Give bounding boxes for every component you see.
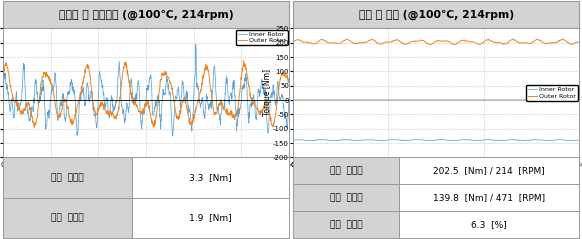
Text: 3.3  [Nm]: 3.3 [Nm]: [189, 173, 232, 182]
Inner Rotor: [570, 139, 577, 142]
Outer Rotor: [445, 40, 452, 43]
Bar: [132, 157, 289, 198]
Outer Rotor: [570, 42, 577, 45]
Text: 202.5  [Nm] / 214  [RPM]: 202.5 [Nm] / 214 [RPM]: [433, 166, 545, 175]
Inner Rotor: [576, 138, 582, 141]
Outer Rotor: [428, 43, 435, 46]
Bar: [3, 198, 132, 238]
Inner Rotor: [192, 43, 199, 46]
Outer Rotor: [240, 60, 247, 62]
Line: Inner Rotor: Inner Rotor: [3, 44, 289, 136]
Text: 1.9  [Nm]: 1.9 [Nm]: [189, 213, 232, 222]
Text: 외측  회전자: 외측 회전자: [51, 173, 84, 182]
Text: 토크  리플율: 토크 리플율: [330, 220, 363, 229]
Outer Rotor: [31, 126, 38, 129]
Text: 내측  회전자: 내측 회전자: [51, 213, 84, 222]
Legend: Inner Rotor, Outer Rotor: Inner Rotor, Outer Rotor: [236, 30, 288, 45]
Bar: [399, 184, 579, 211]
Outer Rotor: [223, 112, 230, 114]
X-axis label: Rotation angle[DegE]: Rotation angle[DegE]: [389, 169, 483, 178]
Inner Rotor: [0, 98, 6, 100]
Inner Rotor: [426, 139, 433, 142]
Text: 무부하 시 코깅토크 (@100℃, 214rpm): 무부하 시 코깅토크 (@100℃, 214rpm): [59, 10, 233, 20]
Line: Inner Rotor: Inner Rotor: [293, 139, 579, 141]
Bar: [399, 157, 579, 184]
Text: 139.8  [Nm] / 471  [RPM]: 139.8 [Nm] / 471 [RPM]: [433, 193, 545, 202]
Text: 부하 시 토크 (@100℃, 214rpm): 부하 시 토크 (@100℃, 214rpm): [359, 10, 514, 20]
Inner Rotor: [29, 105, 36, 108]
Inner Rotor: [445, 139, 452, 141]
Y-axis label: Torque [Nm]: Torque [Nm]: [262, 69, 272, 116]
Outer Rotor: [510, 38, 517, 40]
Inner Rotor: [428, 139, 435, 142]
Bar: [132, 198, 289, 238]
Text: 내측  회전자: 내측 회전자: [330, 193, 363, 202]
Inner Rotor: [355, 140, 362, 142]
Text: 외측  회전자: 외측 회전자: [330, 166, 363, 175]
Outer Rotor: [196, 92, 203, 95]
Bar: [399, 211, 579, 238]
Outer Rotor: [0, 75, 6, 77]
Inner Rotor: [196, 101, 203, 103]
Inner Rotor: [460, 138, 467, 141]
Inner Rotor: [285, 101, 292, 104]
X-axis label: Rotation angle[DegE]: Rotation angle[DegE]: [99, 169, 193, 178]
Inner Rotor: [125, 107, 132, 109]
Outer Rotor: [425, 43, 432, 46]
Inner Rotor: [486, 138, 493, 141]
Outer Rotor: [115, 108, 122, 111]
Inner Rotor: [290, 139, 297, 142]
Bar: [3, 157, 132, 198]
Outer Rotor: [126, 81, 133, 84]
Bar: [293, 211, 399, 238]
Outer Rotor: [285, 80, 292, 83]
Inner Rotor: [223, 75, 230, 78]
Inner Rotor: [228, 93, 235, 96]
Bar: [293, 157, 399, 184]
Outer Rotor: [29, 114, 36, 117]
Line: Outer Rotor: Outer Rotor: [293, 39, 579, 45]
Inner Rotor: [525, 139, 532, 142]
Inner Rotor: [169, 135, 176, 138]
Outer Rotor: [460, 39, 467, 42]
Legend: Inner Rotor, Outer Rotor: Inner Rotor, Outer Rotor: [526, 85, 578, 101]
Outer Rotor: [525, 42, 532, 45]
Outer Rotor: [576, 41, 582, 44]
Text: 6.3  [%]: 6.3 [%]: [471, 220, 507, 229]
Inner Rotor: [115, 70, 122, 73]
Outer Rotor: [427, 43, 434, 46]
Outer Rotor: [290, 41, 297, 43]
Bar: [293, 184, 399, 211]
Outer Rotor: [228, 113, 235, 116]
Line: Outer Rotor: Outer Rotor: [3, 61, 289, 127]
